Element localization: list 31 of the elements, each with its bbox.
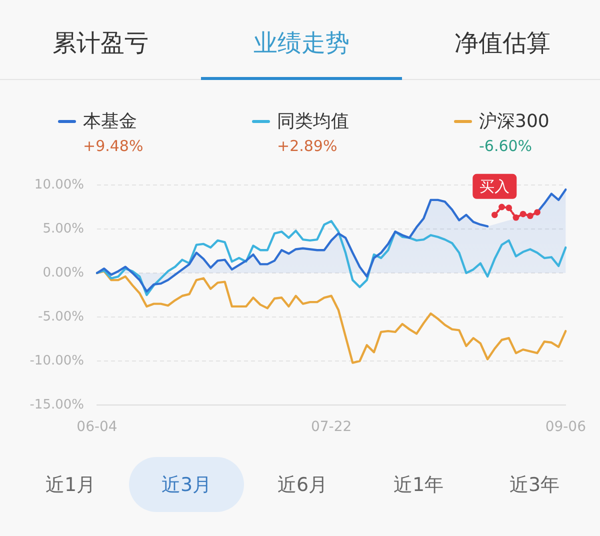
text: 近6月 xyxy=(277,472,328,498)
x-tick-label: 07-22 xyxy=(310,419,352,436)
legend-label: 本基金 xyxy=(83,110,137,134)
legend-label: 沪深300 xyxy=(479,110,550,134)
x-tick-label: 09-06 xyxy=(545,419,586,436)
text: 净值估算 xyxy=(454,29,550,57)
y-tick-label: 0.00% xyxy=(42,265,84,280)
y-tick-label: 5.00% xyxy=(42,221,84,236)
text: 累计盈亏 xyxy=(52,29,148,57)
text: 近1月 xyxy=(45,472,96,498)
y-tick-label: -15.00% xyxy=(30,397,84,412)
text: 业绩走势 xyxy=(254,29,350,57)
text: +9.48% xyxy=(83,136,144,156)
y-tick-label: 10.00% xyxy=(34,177,84,192)
legend-label: 同类均值 xyxy=(277,110,349,134)
point xyxy=(506,204,512,212)
point xyxy=(520,210,526,218)
y-tick-label: -5.00% xyxy=(38,309,84,324)
point xyxy=(498,204,505,210)
text: +2.89% xyxy=(277,136,338,156)
point xyxy=(534,209,540,216)
text: -6.60% xyxy=(479,136,532,156)
text: 近3年 xyxy=(509,472,560,498)
point xyxy=(512,214,520,221)
x-tick-label: 06-04 xyxy=(76,419,118,436)
point xyxy=(491,212,498,218)
series-label: 买入 xyxy=(480,177,510,196)
y-tick-label: -10.00% xyxy=(30,353,84,368)
text: 近1年 xyxy=(393,472,444,498)
point xyxy=(526,212,534,219)
text: 近3月 xyxy=(161,472,212,498)
